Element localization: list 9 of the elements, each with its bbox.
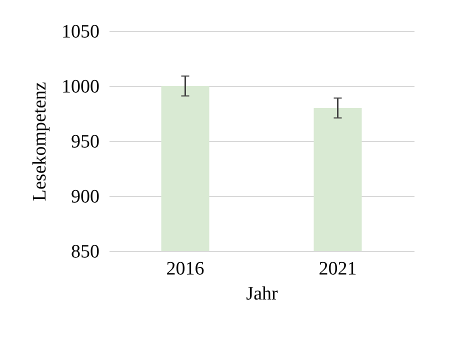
x-axis-title: Jahr (246, 284, 278, 304)
y-tick-label: 1050 (62, 22, 100, 42)
x-tick-label: 2016 (166, 258, 204, 280)
y-tick-label: 950 (71, 132, 100, 152)
x-tick-label: 2021 (318, 258, 357, 280)
y-axis-title: Lesekompetenz (30, 82, 50, 202)
y-tick-label: 1000 (62, 76, 100, 98)
y-tick-label: 850 (71, 242, 100, 262)
y-tick-label: 900 (71, 186, 100, 208)
